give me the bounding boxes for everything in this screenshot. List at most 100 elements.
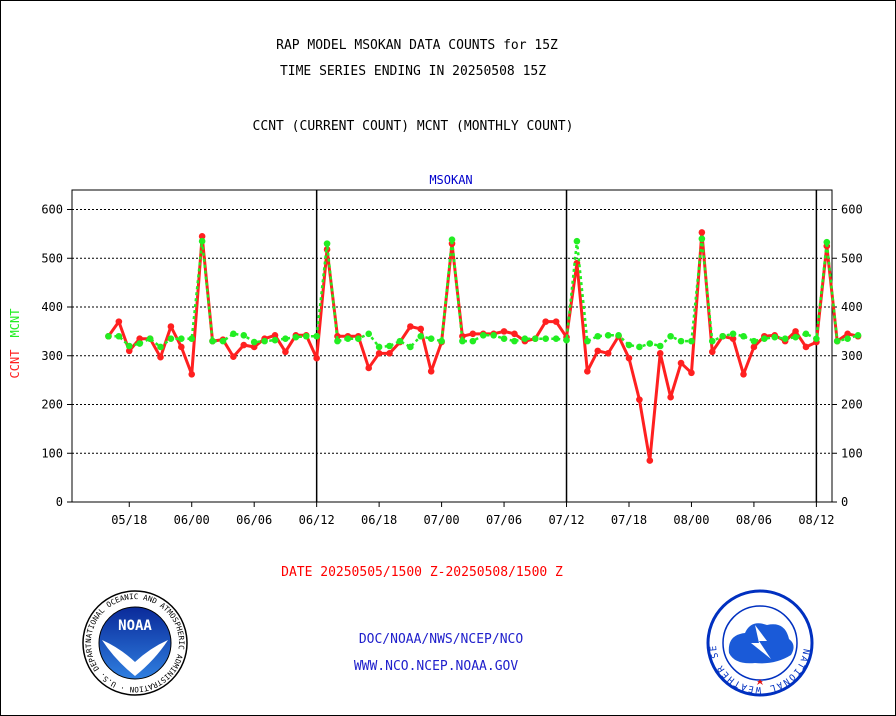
y-tick-label-right-0: 0 xyxy=(841,495,848,509)
point-mcnt-29 xyxy=(407,343,414,351)
point-mcnt-68 xyxy=(813,335,820,342)
point-ccnt-71 xyxy=(844,330,851,338)
point-ccnt-56 xyxy=(688,369,695,377)
point-mcnt-37 xyxy=(490,331,497,339)
point-mcnt-14 xyxy=(250,338,258,346)
y-tick-label-left-300: 300 xyxy=(41,349,63,363)
point-mcnt-42 xyxy=(542,335,549,342)
point-ccnt-8 xyxy=(188,370,196,378)
point-mcnt-43 xyxy=(552,335,560,342)
point-ccnt-17 xyxy=(282,348,289,356)
point-mcnt-52 xyxy=(646,340,654,347)
point-mcnt-70 xyxy=(833,337,841,345)
point-ccnt-55 xyxy=(677,359,685,367)
x-tick-label-05/18: 05/18 xyxy=(111,513,147,527)
point-mcnt-27 xyxy=(386,342,393,350)
point-ccnt-27 xyxy=(386,350,393,357)
point-mcnt-47 xyxy=(594,332,602,340)
point-mcnt-51 xyxy=(636,343,643,351)
y-axis-label-ccnt: CCNT xyxy=(8,350,22,379)
point-mcnt-57 xyxy=(698,235,706,243)
point-mcnt-49 xyxy=(615,331,622,339)
point-ccnt-39 xyxy=(511,330,518,338)
point-mcnt-25 xyxy=(365,330,373,338)
x-tick-label-08/12: 08/12 xyxy=(798,513,834,527)
point-mcnt-30 xyxy=(417,332,425,340)
point-mcnt-4 xyxy=(146,335,154,342)
point-ccnt-54 xyxy=(667,393,674,401)
point-mcnt-58 xyxy=(708,337,716,345)
point-ccnt-13 xyxy=(240,341,248,349)
point-mcnt-6 xyxy=(167,335,175,342)
point-mcnt-59 xyxy=(719,332,726,340)
point-mcnt-17 xyxy=(282,335,289,342)
point-mcnt-34 xyxy=(459,337,466,345)
point-mcnt-23 xyxy=(344,335,352,342)
point-ccnt-25 xyxy=(365,364,373,372)
point-ccnt-31 xyxy=(427,368,435,375)
website-link[interactable]: WWW.NCO.NCEP.NOAA.GOV xyxy=(353,659,519,674)
y-tick-label-right-400: 400 xyxy=(841,300,863,314)
point-mcnt-31 xyxy=(427,335,435,342)
point-ccnt-35 xyxy=(469,330,477,338)
point-ccnt-48 xyxy=(604,350,612,357)
series-line-ccnt xyxy=(107,230,859,463)
chart-title-line2: TIME SERIES ENDING IN 20250508 15Z xyxy=(279,64,547,79)
point-mcnt-36 xyxy=(479,331,487,339)
x-tick-label-07/12: 07/12 xyxy=(548,513,584,527)
point-ccnt-62 xyxy=(750,343,758,351)
org-path-label: DOC/NOAA/NWS/NCEP/NCO xyxy=(358,632,524,647)
point-ccnt-7 xyxy=(178,343,185,351)
x-tick-label-06/06: 06/06 xyxy=(236,513,272,527)
point-mcnt-15 xyxy=(261,337,268,345)
point-mcnt-39 xyxy=(511,337,518,345)
point-mcnt-61 xyxy=(740,332,747,340)
chart-title-line1: RAP MODEL MSOKAN DATA COUNTS for 15Z xyxy=(276,38,558,53)
y-tick-label-left-100: 100 xyxy=(41,446,63,460)
series-mcnt xyxy=(105,235,862,351)
panel-title: MSOKAN xyxy=(429,173,472,187)
point-ccnt-52 xyxy=(646,457,654,464)
point-ccnt-34 xyxy=(459,332,466,340)
point-ccnt-3 xyxy=(136,335,143,342)
point-mcnt-16 xyxy=(271,336,279,344)
x-tick-label-07/18: 07/18 xyxy=(611,513,647,527)
point-mcnt-35 xyxy=(469,337,477,345)
nws-logo: NATIONAL WEATHER SERVICE xyxy=(705,589,814,697)
point-ccnt-51 xyxy=(636,396,643,403)
x-tick-label-06/18: 06/18 xyxy=(361,513,397,527)
point-mcnt-7 xyxy=(178,335,185,342)
plot-area-border xyxy=(71,189,833,503)
point-mcnt-28 xyxy=(396,337,404,345)
point-mcnt-63 xyxy=(761,335,768,342)
point-mcnt-26 xyxy=(375,343,383,351)
point-mcnt-62 xyxy=(750,337,758,345)
point-ccnt-42 xyxy=(542,318,549,325)
point-ccnt-30 xyxy=(417,325,425,333)
point-mcnt-45 xyxy=(573,237,581,245)
point-ccnt-26 xyxy=(375,350,383,357)
y-tick-label-left-600: 600 xyxy=(41,203,63,217)
y-tick-label-left-500: 500 xyxy=(41,251,63,265)
x-tick-label-08/00: 08/00 xyxy=(673,513,709,527)
noaa-logo-text: NOAA xyxy=(118,618,152,634)
point-mcnt-8 xyxy=(188,335,196,342)
x-axis-ticks: 05/18 06/00 06/06 06/12 06/18 07/00 07/06 07/12… xyxy=(111,502,834,527)
point-ccnt-38 xyxy=(500,328,508,335)
point-mcnt-50 xyxy=(625,341,633,349)
point-mcnt-32 xyxy=(438,337,445,345)
point-ccnt-9 xyxy=(198,233,206,240)
y-tick-label-right-500: 500 xyxy=(841,251,863,265)
point-mcnt-20 xyxy=(313,332,320,340)
point-mcnt-33 xyxy=(448,236,456,244)
point-mcnt-48 xyxy=(604,331,612,339)
point-mcnt-60 xyxy=(729,330,737,338)
point-mcnt-41 xyxy=(531,335,539,342)
point-mcnt-55 xyxy=(677,337,685,345)
point-ccnt-14 xyxy=(250,343,258,351)
point-mcnt-56 xyxy=(688,337,695,345)
point-ccnt-43 xyxy=(552,318,560,325)
point-mcnt-64 xyxy=(771,333,779,341)
point-ccnt-29 xyxy=(407,323,414,330)
point-mcnt-40 xyxy=(521,335,529,342)
